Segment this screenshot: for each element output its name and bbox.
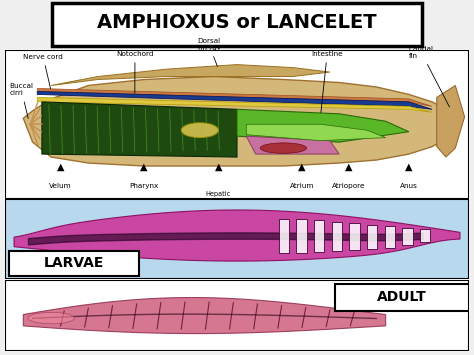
- Ellipse shape: [28, 312, 74, 324]
- Bar: [279, 219, 289, 253]
- Text: Pharynx: Pharynx: [129, 184, 159, 189]
- FancyBboxPatch shape: [52, 4, 422, 46]
- Polygon shape: [23, 297, 386, 334]
- Text: d: d: [346, 176, 351, 181]
- Polygon shape: [246, 124, 386, 141]
- FancyBboxPatch shape: [335, 284, 469, 311]
- Text: Notochord: Notochord: [116, 51, 154, 93]
- Polygon shape: [246, 136, 339, 154]
- Bar: [296, 219, 307, 252]
- Bar: [349, 223, 360, 251]
- Text: AMPHIOXUS or LANCELET: AMPHIOXUS or LANCELET: [97, 13, 377, 32]
- Text: e: e: [407, 176, 411, 181]
- Text: ▲: ▲: [345, 162, 352, 172]
- Ellipse shape: [181, 123, 219, 138]
- Polygon shape: [14, 210, 460, 261]
- Text: b: b: [142, 176, 146, 181]
- Polygon shape: [237, 109, 409, 142]
- Bar: [367, 225, 377, 249]
- Text: ▲: ▲: [140, 162, 148, 172]
- Polygon shape: [37, 88, 432, 106]
- Polygon shape: [51, 65, 330, 86]
- Polygon shape: [37, 97, 432, 112]
- Text: Intestine: Intestine: [311, 51, 343, 113]
- Text: Caudal
fin: Caudal fin: [409, 46, 449, 107]
- Ellipse shape: [260, 143, 307, 153]
- FancyBboxPatch shape: [9, 251, 139, 276]
- Text: Atriopore: Atriopore: [332, 184, 365, 189]
- Bar: [402, 228, 412, 245]
- Text: c: c: [217, 176, 220, 181]
- Text: Atrium: Atrium: [290, 184, 314, 189]
- Text: ▲: ▲: [405, 162, 413, 172]
- Text: Hepatic
diverticulum: Hepatic diverticulum: [198, 191, 239, 204]
- Bar: [420, 229, 430, 242]
- Bar: [385, 226, 395, 247]
- Polygon shape: [437, 86, 465, 157]
- Polygon shape: [42, 102, 237, 157]
- Text: a: a: [58, 176, 63, 181]
- Text: LARVAE: LARVAE: [44, 257, 105, 271]
- Text: c: c: [300, 176, 304, 181]
- Polygon shape: [37, 92, 432, 109]
- Text: ▲: ▲: [298, 162, 306, 172]
- Text: ADULT: ADULT: [377, 290, 427, 305]
- Text: Nerve cord: Nerve cord: [23, 54, 63, 89]
- Polygon shape: [23, 77, 460, 166]
- Text: Anus: Anus: [400, 184, 418, 189]
- Text: Dorsal
fin ray: Dorsal fin ray: [198, 38, 221, 66]
- Text: Velum: Velum: [49, 184, 72, 189]
- Text: Buccal
cirri: Buccal cirri: [9, 83, 33, 119]
- Text: ▲: ▲: [57, 162, 64, 172]
- Bar: [314, 220, 324, 252]
- Bar: [332, 222, 342, 251]
- Text: ▲: ▲: [215, 162, 222, 172]
